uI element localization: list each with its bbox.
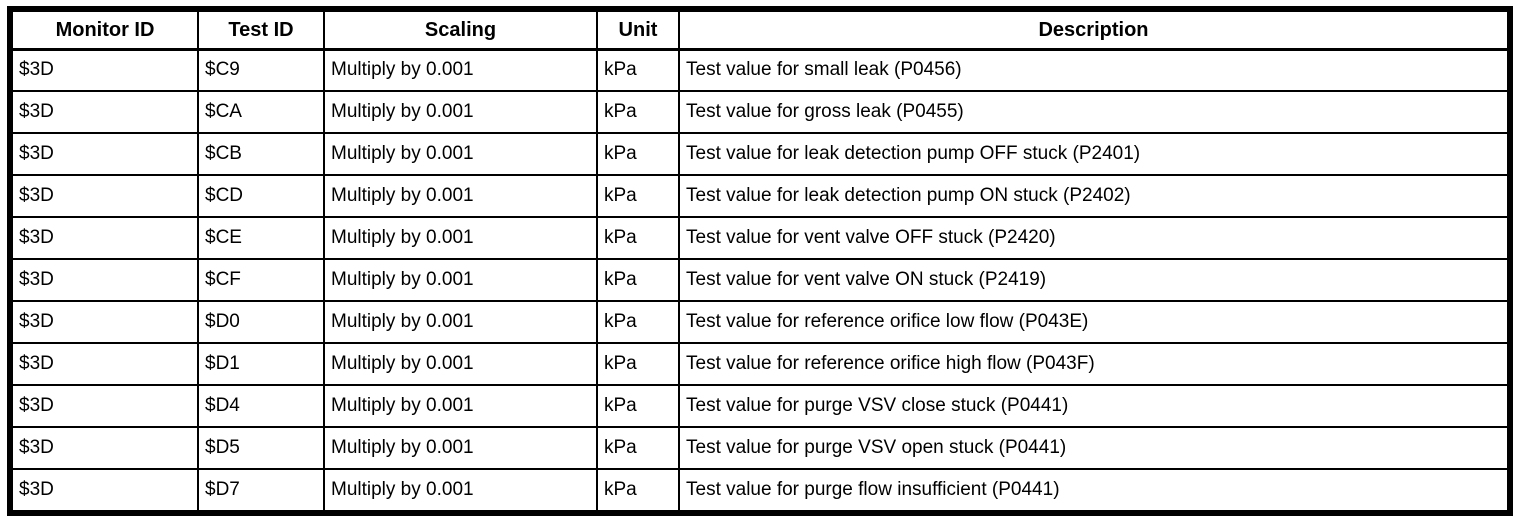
cell-monitor-id: $3D	[11, 174, 199, 218]
cell-scaling: Multiply by 0.001	[323, 90, 598, 134]
cell-scaling: Multiply by 0.001	[323, 174, 598, 218]
cell-unit: kPa	[596, 216, 680, 260]
cell-unit: kPa	[596, 258, 680, 302]
cell-description: Test value for gross leak (P0455)	[678, 90, 1509, 134]
cell-unit: kPa	[596, 468, 680, 512]
cell-monitor-id: $3D	[11, 258, 199, 302]
cell-scaling: Multiply by 0.001	[323, 216, 598, 260]
cell-description: Test value for purge flow insufficient (…	[678, 468, 1509, 512]
table-header-row: Monitor ID Test ID Scaling Unit Descript…	[11, 10, 1509, 51]
column-header-scaling: Scaling	[323, 10, 598, 51]
cell-monitor-id: $3D	[11, 468, 199, 512]
table-row: $3D $CB Multiply by 0.001 kPa Test value for…	[11, 132, 1509, 176]
cell-test-id: $CA	[197, 90, 325, 134]
spec-table-frame: Monitor ID Test ID Scaling Unit Descript…	[7, 6, 1513, 516]
cell-description: Test value for leak detection pump OFF s…	[678, 132, 1509, 176]
cell-scaling: Multiply by 0.001	[323, 300, 598, 344]
cell-monitor-id: $3D	[11, 300, 199, 344]
cell-unit: kPa	[596, 426, 680, 470]
cell-unit: kPa	[596, 300, 680, 344]
cell-test-id: $C9	[197, 48, 325, 92]
cell-scaling: Multiply by 0.001	[323, 468, 598, 512]
table-row: $3D $D4 Multiply by 0.001 kPa Test value for…	[11, 384, 1509, 428]
column-header-description: Description	[678, 10, 1509, 51]
cell-unit: kPa	[596, 342, 680, 386]
cell-scaling: Multiply by 0.001	[323, 426, 598, 470]
cell-scaling: Multiply by 0.001	[323, 384, 598, 428]
cell-description: Test value for leak detection pump ON st…	[678, 174, 1509, 218]
column-header-unit: Unit	[596, 10, 680, 51]
cell-test-id: $CD	[197, 174, 325, 218]
table-row: $3D $D7 Multiply by 0.001 kPa Test value for…	[11, 468, 1509, 512]
table-row: $3D $CF Multiply by 0.001 kPa Test value for…	[11, 258, 1509, 302]
cell-description: Test value for reference orifice low flo…	[678, 300, 1509, 344]
table-row: $3D $CE Multiply by 0.001 kPa Test value for…	[11, 216, 1509, 260]
cell-scaling: Multiply by 0.001	[323, 48, 598, 92]
column-header-test-id: Test ID	[197, 10, 325, 51]
cell-scaling: Multiply by 0.001	[323, 342, 598, 386]
cell-monitor-id: $3D	[11, 342, 199, 386]
cell-description: Test value for vent valve OFF stuck (P24…	[678, 216, 1509, 260]
cell-test-id: $D4	[197, 384, 325, 428]
cell-description: Test value for purge VSV open stuck (P04…	[678, 426, 1509, 470]
column-header-monitor-id: Monitor ID	[11, 10, 199, 51]
cell-unit: kPa	[596, 48, 680, 92]
table-row: $3D $CA Multiply by 0.001 kPa Test value for…	[11, 90, 1509, 134]
cell-unit: kPa	[596, 90, 680, 134]
monitor-test-table: Monitor ID Test ID Scaling Unit Descript…	[11, 10, 1509, 512]
cell-scaling: Multiply by 0.001	[323, 258, 598, 302]
cell-test-id: $CF	[197, 258, 325, 302]
cell-monitor-id: $3D	[11, 216, 199, 260]
table-row: $3D $C9 Multiply by 0.001 kPa Test value for…	[11, 48, 1509, 92]
cell-scaling: Multiply by 0.001	[323, 132, 598, 176]
cell-test-id: $CB	[197, 132, 325, 176]
cell-monitor-id: $3D	[11, 48, 199, 92]
cell-test-id: $D1	[197, 342, 325, 386]
cell-test-id: $D5	[197, 426, 325, 470]
table-row: $3D $D5 Multiply by 0.001 kPa Test value for…	[11, 426, 1509, 470]
table-row: $3D $D0 Multiply by 0.001 kPa Test value for…	[11, 300, 1509, 344]
cell-monitor-id: $3D	[11, 132, 199, 176]
cell-test-id: $D7	[197, 468, 325, 512]
cell-description: Test value for purge VSV close stuck (P0…	[678, 384, 1509, 428]
cell-unit: kPa	[596, 384, 680, 428]
cell-description: Test value for small leak (P0456)	[678, 48, 1509, 92]
table-row: $3D $D1 Multiply by 0.001 kPa Test value for…	[11, 342, 1509, 386]
cell-unit: kPa	[596, 132, 680, 176]
cell-monitor-id: $3D	[11, 90, 199, 134]
table-body: $3D $C9 Multiply by 0.001 kPa Test value for…	[11, 48, 1509, 512]
table-row: $3D $CD Multiply by 0.001 kPa Test value for…	[11, 174, 1509, 218]
cell-test-id: $D0	[197, 300, 325, 344]
cell-description: Test value for vent valve ON stuck (P241…	[678, 258, 1509, 302]
cell-monitor-id: $3D	[11, 426, 199, 470]
cell-test-id: $CE	[197, 216, 325, 260]
cell-unit: kPa	[596, 174, 680, 218]
cell-description: Test value for reference orifice high fl…	[678, 342, 1509, 386]
cell-monitor-id: $3D	[11, 384, 199, 428]
